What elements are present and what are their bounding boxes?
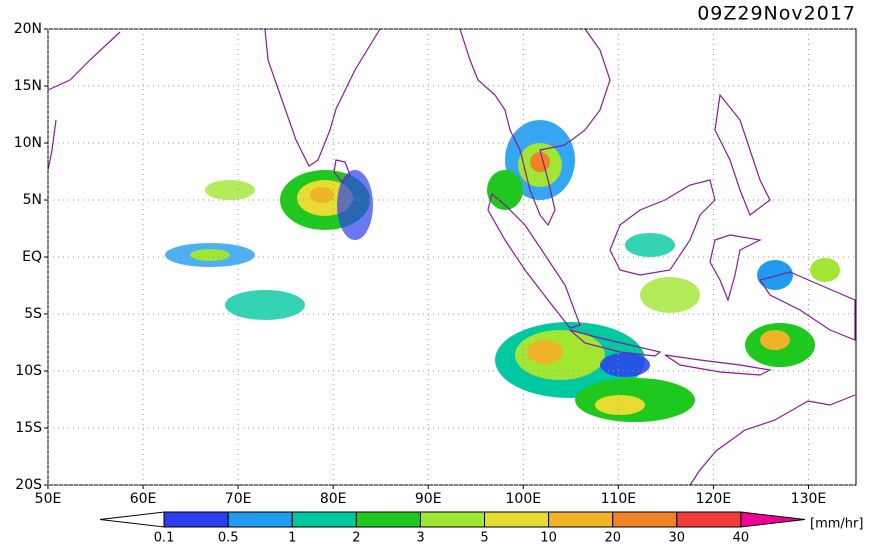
colorbar-label: 20 xyxy=(604,531,621,545)
lat-tick-label: 20S xyxy=(15,477,42,493)
lat-tick-label: 15N xyxy=(14,78,42,94)
rain-area xyxy=(337,170,373,240)
map-title: 09Z29Nov2017 xyxy=(697,3,856,25)
coastline xyxy=(689,394,856,486)
colorbar-label: 3 xyxy=(416,531,424,545)
lat-tick-label: 5N xyxy=(23,192,42,208)
coastline xyxy=(264,28,381,167)
lon-tick-label: 90E xyxy=(415,491,442,507)
coastline xyxy=(664,354,772,376)
colorbar-triangle xyxy=(99,511,165,528)
colorbar-label: 0.5 xyxy=(218,531,239,545)
colorbar-box xyxy=(419,511,486,528)
coastline xyxy=(459,28,611,227)
lat-tick-label: 15S xyxy=(15,420,42,436)
lon-tick-label: 80E xyxy=(320,491,347,507)
rain-area xyxy=(530,152,550,172)
coastline xyxy=(333,159,351,183)
rain-area xyxy=(810,258,840,282)
rain-areas xyxy=(165,120,840,422)
rain-area xyxy=(600,353,650,377)
colorbar-label: 1 xyxy=(288,531,296,545)
rain-area xyxy=(757,260,793,290)
lat-tick-label: 10N xyxy=(14,135,42,151)
lon-tick-label: 110E xyxy=(601,491,637,507)
coastline xyxy=(714,93,771,216)
rain-area xyxy=(310,187,334,203)
colorbar-box xyxy=(355,511,421,528)
colorbar-box xyxy=(291,511,357,528)
rain-area xyxy=(625,233,675,257)
coastline xyxy=(709,234,762,302)
colorbar-box xyxy=(163,511,229,528)
rain-area xyxy=(487,170,523,210)
lon-tick-label: 130E xyxy=(791,491,827,507)
lat-tick-label: 5S xyxy=(24,306,42,322)
colorbar-box xyxy=(548,511,614,528)
colorbar-box xyxy=(484,511,550,528)
lat-tick-label: EQ xyxy=(22,249,42,265)
colorbar-triangle xyxy=(740,511,806,528)
coastline xyxy=(47,31,121,91)
lon-tick-label: 60E xyxy=(130,491,157,507)
colorbar-box xyxy=(227,511,293,528)
rain-area xyxy=(190,249,230,261)
coastlines xyxy=(47,28,856,486)
coastline xyxy=(609,179,716,276)
lon-tick-label: 120E xyxy=(696,491,732,507)
lon-tick-label: 50E xyxy=(35,491,62,507)
colorbar-box xyxy=(612,511,678,528)
rain-area xyxy=(760,330,790,350)
rain-area xyxy=(595,395,645,415)
lat-tick-label: 20N xyxy=(14,21,42,37)
coastline xyxy=(47,119,57,171)
lon-tick-label: 100E xyxy=(506,491,542,507)
colorbar-unit: [mm/hr] xyxy=(810,517,863,532)
colorbar-label: 5 xyxy=(480,531,488,545)
colorbar-box xyxy=(676,511,742,528)
rain-area xyxy=(205,180,255,200)
lat-tick-label: 10S xyxy=(15,363,42,379)
colorbar-label: 30 xyxy=(669,531,686,545)
rain-area xyxy=(640,277,700,313)
colorbar-label: 0.1 xyxy=(154,531,175,545)
rain-area xyxy=(225,290,305,320)
coastline xyxy=(759,271,856,341)
colorbar-label: 40 xyxy=(733,531,750,545)
colorbar-label: 10 xyxy=(540,531,557,545)
coastline xyxy=(569,329,662,357)
coastline xyxy=(487,192,581,329)
colorbar-label: 2 xyxy=(352,531,360,545)
lon-tick-label: 70E xyxy=(225,491,252,507)
rain-area xyxy=(527,340,563,364)
